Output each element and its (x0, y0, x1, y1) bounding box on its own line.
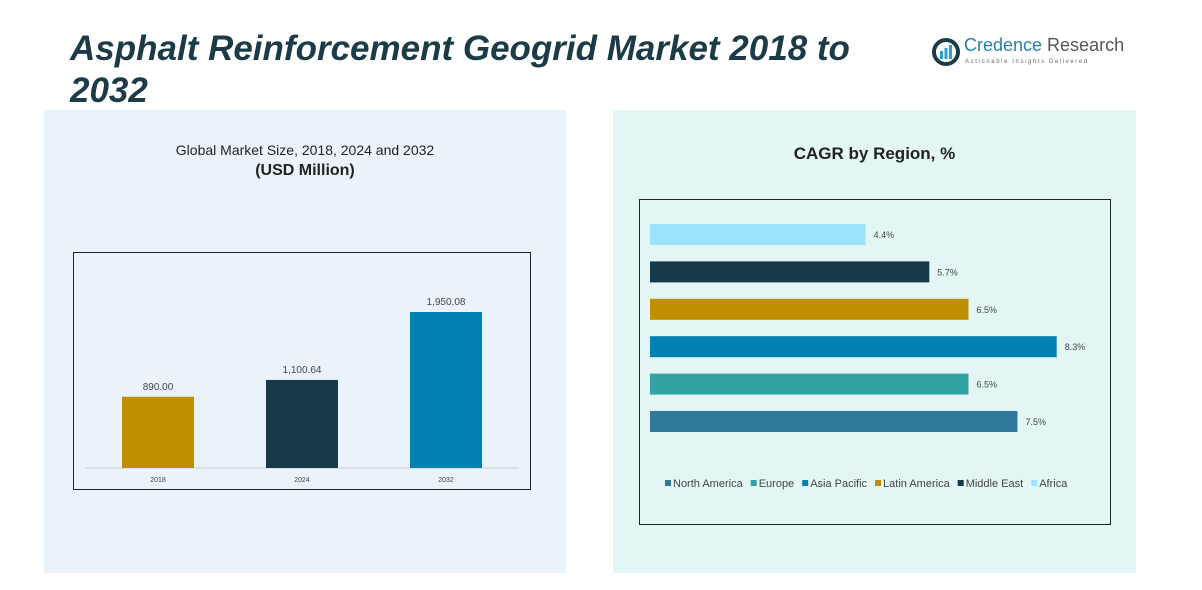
legend-swatch (750, 480, 757, 486)
data-label: 4.4% (874, 230, 895, 240)
bar-2024 (266, 379, 338, 468)
legend-swatch (1031, 480, 1038, 486)
logo-tagline: Actionable Insights Delivered (965, 59, 1089, 65)
legend-item-europe: Europe (759, 478, 794, 490)
chart-frame (73, 252, 531, 490)
logo-icon (932, 38, 960, 66)
logo-name: Credence Research (964, 36, 1124, 55)
legend-swatch (875, 480, 882, 486)
chart-frame (639, 199, 1111, 525)
legend-item-latin-america: Latin America (883, 478, 951, 490)
bar-North America (650, 411, 1018, 432)
chart-subtitle: (USD Million) (255, 162, 355, 179)
logo-name-b: Research (1042, 35, 1125, 55)
tick-label: 2032 (438, 477, 454, 484)
cagr-chart: 7.5% 6.5% 8.3% 6.5% 5.7% 4.4% North America Eur… (639, 199, 1111, 525)
data-label: 5.7% (937, 267, 958, 277)
data-label: 7.5% (1026, 417, 1047, 427)
data-label: 6.5% (977, 380, 998, 390)
legend-item-middle-east: Middle East (966, 478, 1023, 490)
market-size-chart: 890.00 2018 1,100.64 2024 1,950.08 2032 (73, 252, 531, 490)
chart-title: CAGR by Region, % (793, 144, 956, 163)
page-title: Asphalt Reinforcement Geogrid Market 201… (70, 29, 850, 110)
chart-title: Global Market Size, 2018, 2024 and 2032 (175, 142, 435, 158)
bar-2032 (410, 312, 482, 468)
bar-2018 (122, 396, 194, 468)
legend-item-asia-pacific: Asia Pacific (810, 478, 867, 490)
bar-Asia Pacific (650, 336, 1057, 358)
data-label: 890.00 (143, 382, 174, 393)
bar-Africa (650, 224, 866, 245)
legend-item-north-america: North America (673, 478, 744, 490)
legend-swatch (665, 480, 671, 486)
bar-Europe (650, 373, 969, 395)
legend-swatch (802, 480, 809, 486)
data-label: 1,100.64 (283, 365, 322, 376)
tick-label: 2024 (294, 477, 310, 484)
legend-item-africa: Africa (1039, 478, 1068, 490)
data-label: 1,950.08 (427, 297, 466, 308)
data-label: 6.5% (977, 305, 998, 315)
tick-label: 2018 (150, 477, 166, 484)
bar-Middle East (650, 261, 930, 283)
bar-Latin America (650, 298, 969, 320)
logo: Credence Research Actionable Insights De… (932, 36, 1132, 72)
legend-swatch (957, 480, 964, 486)
logo-name-a: Credence (964, 35, 1043, 55)
data-label: 8.3% (1065, 342, 1086, 352)
